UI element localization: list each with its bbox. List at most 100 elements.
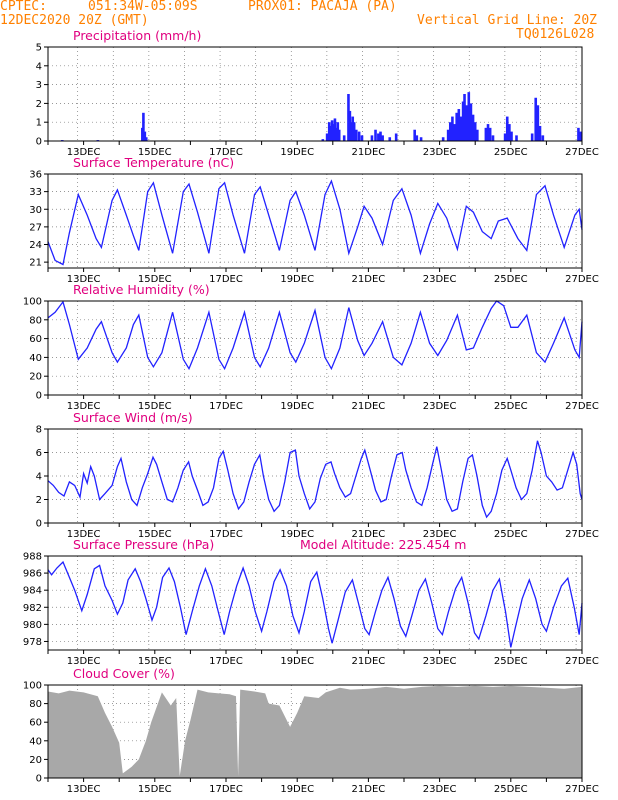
y-tick-label: 2 <box>36 495 42 506</box>
x-tick-label: 17DEC <box>209 401 243 412</box>
precip-bar <box>351 116 355 141</box>
coordinates-label: 051:34W-05:09S <box>88 0 198 14</box>
y-tick-label: 30 <box>29 205 42 216</box>
precip-bar <box>476 129 479 141</box>
precip-bar <box>350 122 353 141</box>
precip-bar <box>388 137 392 141</box>
x-tick-label: 25DEC <box>494 147 528 158</box>
y-tick-label: 2 <box>36 99 42 110</box>
precip-bar <box>327 122 331 141</box>
x-tick-label: 25DEC <box>494 784 528 795</box>
precip-bar <box>413 129 416 141</box>
y-tick-label: 21 <box>29 258 42 269</box>
precip-bar <box>455 112 458 141</box>
panel-title: Surface Temperature (nC) <box>73 155 234 170</box>
y-tick-label: 988 <box>23 552 42 563</box>
y-tick-label: 1 <box>36 118 42 129</box>
precip-bar <box>337 129 341 141</box>
x-tick-label: 19DEC <box>280 529 314 540</box>
precip-bar <box>332 124 335 141</box>
precip-bar <box>335 127 338 141</box>
x-tick-label: 21DEC <box>352 529 386 540</box>
precip-bar <box>321 139 325 141</box>
x-tick-label: 27DEC <box>565 784 599 795</box>
y-tick-label: 0 <box>36 137 42 148</box>
x-tick-label: 27DEC <box>565 529 599 540</box>
x-tick-label: 25DEC <box>494 529 528 540</box>
precip-bar <box>143 131 147 141</box>
y-tick-label: 80 <box>29 699 42 710</box>
init-time-label: 12DEC2020 20Z (GMT) <box>0 13 149 28</box>
panel-1: Precipitation (mm/h) 0 1 2 3 4 5 13DEC 15DEC 17DE… <box>36 28 599 158</box>
precip-bar <box>465 105 468 141</box>
x-tick-label: 19DEC <box>280 274 314 285</box>
series-line <box>47 300 583 371</box>
y-tick-label: 0 <box>36 774 42 785</box>
x-tick-label: 21DEC <box>352 147 386 158</box>
x-tick-label: 15DEC <box>138 401 172 412</box>
x-tick-label: 13DEC <box>67 274 101 285</box>
x-tick-label: 23DEC <box>423 784 457 795</box>
x-tick-label: 21DEC <box>352 784 386 795</box>
y-tick-label: 4 <box>36 61 42 72</box>
x-tick-label: 27DEC <box>565 274 599 285</box>
precip-bar <box>578 131 582 141</box>
panel-5: Surface Pressure (hPa) Model Altitude: 22… <box>23 537 599 667</box>
x-tick-label: 21DEC <box>352 656 386 667</box>
precip-bar <box>484 127 488 141</box>
precip-bar <box>333 118 337 141</box>
x-tick-label: 17DEC <box>209 529 243 540</box>
panel-frame <box>47 46 583 142</box>
precip-bar <box>446 129 450 141</box>
x-tick-label: 17DEC <box>209 274 243 285</box>
precip-bar <box>144 137 148 141</box>
x-tick-label: 19DEC <box>280 147 314 158</box>
precip-bar <box>419 137 423 141</box>
series-line <box>47 440 583 519</box>
precip-bar <box>457 109 461 141</box>
y-tick-label: 60 <box>29 334 42 345</box>
y-tick-label: 0 <box>36 391 42 402</box>
precip-bar <box>379 131 382 141</box>
precip-bar <box>415 135 419 141</box>
precip-bar <box>441 137 445 141</box>
precip-bar <box>469 103 473 141</box>
x-tick-label: 21DEC <box>352 401 386 412</box>
panel-title: Surface Wind (m/s) <box>73 410 193 425</box>
precip-bar <box>508 124 511 141</box>
precip-bar <box>577 127 580 141</box>
precip-bar <box>360 135 364 141</box>
x-tick-label: 13DEC <box>67 784 101 795</box>
x-tick-label: 23DEC <box>423 529 457 540</box>
panel-frame <box>47 300 583 396</box>
panel-frame <box>47 555 583 651</box>
cloud-cover-area <box>48 685 582 778</box>
precip-bar <box>336 122 340 141</box>
panel-title: Precipitation (mm/h) <box>73 28 201 43</box>
x-tick-label: 13DEC <box>67 401 101 412</box>
precip-bar <box>473 122 477 141</box>
x-tick-label: 23DEC <box>423 147 457 158</box>
precip-bar <box>374 129 377 141</box>
y-tick-label: 8 <box>36 425 42 436</box>
y-tick-label: 36 <box>29 170 42 181</box>
y-tick-label: 40 <box>29 736 42 747</box>
x-tick-label: 17DEC <box>209 147 243 158</box>
precip-bar <box>534 97 538 141</box>
x-tick-label: 15DEC <box>138 529 172 540</box>
y-tick-label: 100 <box>23 681 42 692</box>
x-tick-label: 13DEC <box>67 147 101 158</box>
precip-bar <box>467 92 471 141</box>
y-tick-label: 80 <box>29 315 42 326</box>
x-tick-label: 15DEC <box>138 147 172 158</box>
x-tick-label: 27DEC <box>565 147 599 158</box>
y-tick-label: 33 <box>29 187 42 198</box>
precip-bar <box>488 127 492 141</box>
y-tick-label: 0 <box>36 519 42 530</box>
x-tick-label: 13DEC <box>67 529 101 540</box>
precip-bar <box>448 122 452 141</box>
y-tick-label: 100 <box>23 297 42 308</box>
precip-bar <box>347 94 350 141</box>
x-tick-label: 25DEC <box>494 274 528 285</box>
x-tick-label: 25DEC <box>494 401 528 412</box>
